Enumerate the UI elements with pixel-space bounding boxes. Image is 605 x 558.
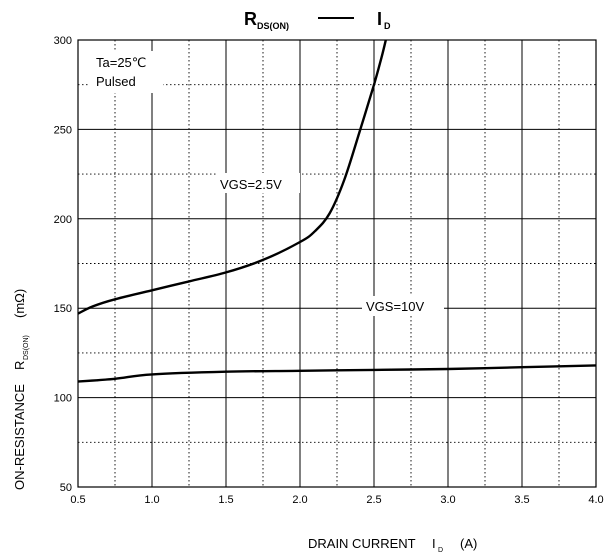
y-axis-label: ON-RESISTANCE R DS(ON) (mΩ): [12, 289, 30, 490]
series-layer: [77, 39, 597, 383]
y-tick-label: 250: [54, 124, 72, 136]
y-axis-label-subscript: DS(ON): [23, 335, 30, 360]
x-axis-label-symbol: I: [432, 536, 436, 551]
x-tick-label: 1.5: [218, 494, 233, 506]
y-tick-labels: 50 100 150 200 250 300: [54, 35, 72, 494]
condition-temperature: Ta=25℃: [96, 55, 146, 70]
x-tick-label: 0.5: [70, 494, 85, 506]
chart-title: R DS(ON) I D: [244, 9, 391, 31]
series-labels: VGS=2.5V VGS=10V: [216, 173, 444, 316]
series-line-vgs-2-5v: [77, 39, 387, 315]
x-tick-labels: 0.5 1.0 1.5 2.0 2.5 3.0 3.5 4.0: [70, 494, 603, 506]
series-label-vgs-10v: VGS=10V: [366, 299, 425, 314]
y-axis-label-symbol: R: [12, 361, 27, 370]
x-tick-label: 3.0: [440, 494, 455, 506]
y-tick-label: 300: [54, 35, 72, 47]
y-tick-label: 150: [54, 303, 72, 315]
condition-pulsed: Pulsed: [96, 74, 136, 89]
x-axis-label-unit: (A): [460, 536, 477, 551]
y-axis-label-unit: (mΩ): [12, 289, 27, 318]
x-axis-label-text: DRAIN CURRENT: [308, 536, 416, 551]
x-axis-label: DRAIN CURRENT I D (A): [308, 536, 477, 554]
x-tick-label: 3.5: [514, 494, 529, 506]
x-axis-label-subscript: D: [438, 547, 443, 554]
title-rds-main: R: [244, 9, 257, 29]
y-tick-label: 200: [54, 214, 72, 226]
x-tick-label: 1.0: [144, 494, 159, 506]
x-tick-label: 4.0: [588, 494, 603, 506]
series-label-vgs-2-5v: VGS=2.5V: [220, 177, 282, 192]
y-tick-label: 50: [60, 482, 72, 494]
x-tick-label: 2.0: [292, 494, 307, 506]
label-bg-vgs-2-5v: [216, 173, 300, 193]
grid: [78, 40, 596, 487]
condition-box: [89, 51, 163, 93]
condition-annotation: Ta=25℃ Pulsed: [89, 51, 163, 93]
title-id-main: I: [377, 9, 382, 29]
title-rds-sub: DS(ON): [257, 21, 289, 31]
series-line-vgs-10v: [77, 364, 597, 383]
title-id-sub: D: [384, 21, 391, 31]
y-axis-label-text: ON-RESISTANCE: [12, 384, 27, 490]
label-bg-vgs-10v: [362, 296, 444, 316]
x-tick-label: 2.5: [366, 494, 381, 506]
y-tick-label: 100: [54, 393, 72, 405]
plot-frame: [77, 39, 597, 488]
